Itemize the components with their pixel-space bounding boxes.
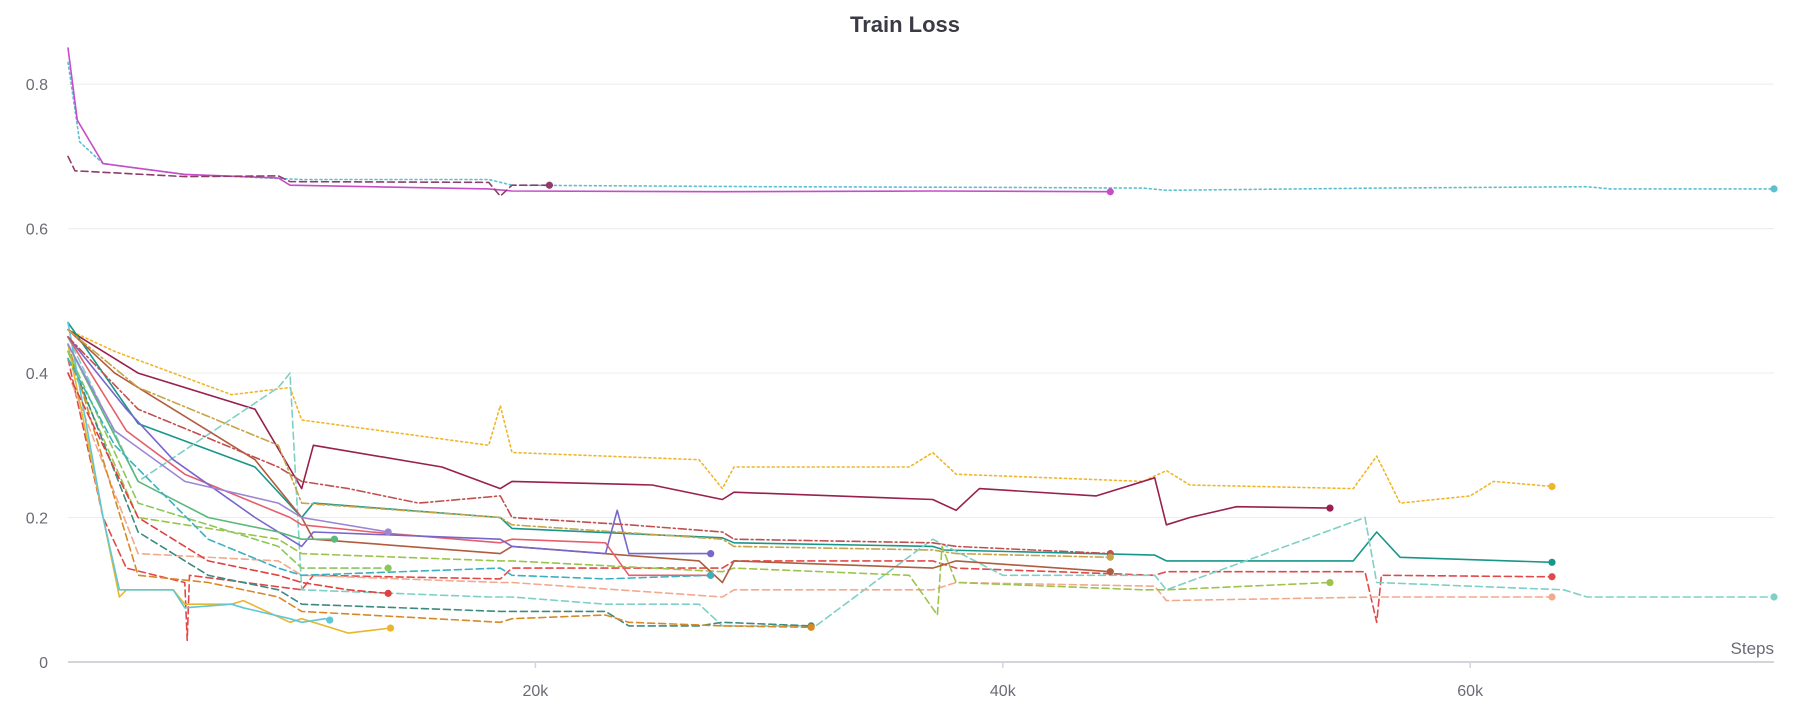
series-line-22	[67, 372, 389, 595]
series-line-18	[67, 343, 336, 540]
series-line-4	[67, 328, 1553, 504]
series-end-point-8	[1770, 593, 1778, 601]
series-line-24	[67, 357, 712, 580]
x-tick-label: 40k	[990, 683, 1017, 700]
series-line-6	[67, 321, 1553, 564]
series-end-point-7	[1548, 573, 1556, 581]
series-line-9	[67, 372, 1553, 602]
series-end-point-11	[1106, 568, 1114, 576]
marker-layer	[326, 181, 1778, 632]
series-end-point-3	[545, 181, 554, 189]
series-line-21	[67, 343, 389, 533]
series-end-point-10	[1326, 578, 1334, 587]
series-line-10	[67, 357, 1331, 616]
chart-title: Train Loss	[850, 12, 960, 37]
series-line-5	[67, 328, 1331, 526]
series-line-16	[67, 336, 712, 577]
x-tick-label: 20k	[522, 683, 549, 700]
series-end-point-17	[707, 550, 715, 558]
y-tick-label: 0.4	[26, 366, 48, 383]
series-end-point-6	[1548, 558, 1556, 566]
series-line-23	[67, 328, 1112, 559]
series-line-7	[67, 357, 1553, 642]
axis-layer: 0 0.2 0.4 0.6 0.8 20k 40k 60k	[26, 77, 1774, 700]
series-end-point-13	[807, 623, 815, 631]
series-end-point-24	[707, 571, 715, 579]
series-end-point-14	[386, 624, 395, 632]
series-line-8	[67, 336, 1775, 627]
y-tick-label: 0.2	[26, 511, 48, 528]
series-end-point-15	[326, 616, 334, 624]
y-tick-label: 0	[39, 655, 48, 672]
y-tick-label: 0.8	[26, 77, 48, 94]
series-end-point-2	[1106, 188, 1114, 196]
x-axis-label: Steps	[1731, 639, 1774, 658]
series-line-3	[67, 155, 551, 197]
series-end-point-20	[384, 564, 392, 572]
series-end-point-21	[384, 528, 392, 536]
series-end-point-22	[384, 589, 392, 597]
series-end-point-4	[1548, 482, 1556, 491]
grid-layer	[68, 83, 1774, 519]
series-end-point-1	[1770, 185, 1778, 193]
series-layer	[67, 47, 1775, 642]
series-line-15	[67, 321, 331, 624]
series-end-point-23	[1106, 553, 1114, 561]
series-line-19	[67, 336, 1112, 555]
series-line-2	[67, 47, 1112, 193]
series-line-1	[67, 61, 1775, 192]
series-end-point-5	[1326, 504, 1334, 512]
series-line-20	[67, 350, 389, 569]
series-line-12	[67, 350, 812, 627]
x-tick-label: 60k	[1457, 683, 1484, 700]
series-line-13	[67, 343, 812, 629]
series-line-17	[67, 336, 712, 555]
series-end-point-9	[1548, 593, 1556, 601]
y-tick-label: 0.6	[26, 222, 48, 239]
series-end-point-18	[330, 535, 339, 543]
